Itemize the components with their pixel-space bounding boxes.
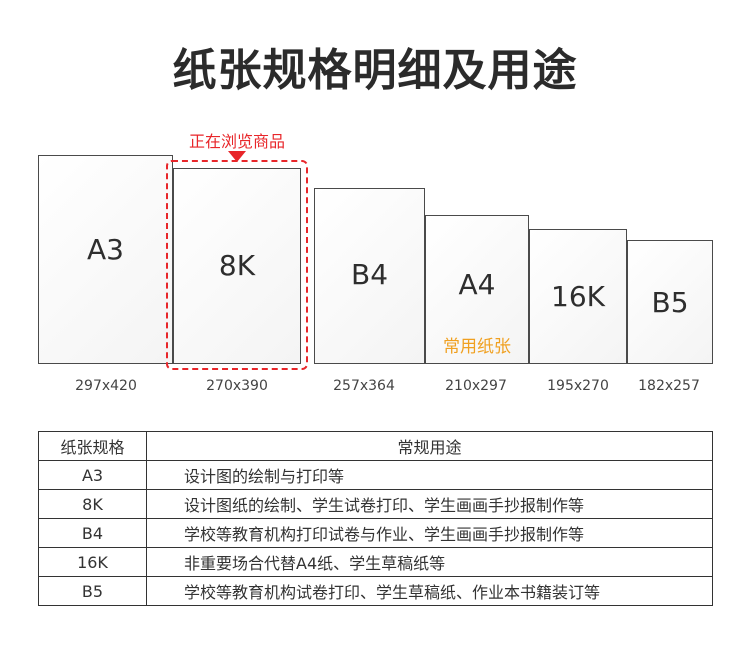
sheet-dims: 195x270 <box>547 378 609 394</box>
header-spec: 纸张规格 <box>38 431 147 461</box>
cell-spec: 16K <box>38 547 147 577</box>
sheet-label: B5 <box>651 285 689 319</box>
cell-spec: B5 <box>38 576 147 606</box>
sheet-dims: 297x420 <box>75 378 137 394</box>
sheet-a4: A4 常用纸张 <box>425 215 529 364</box>
sheet-16k: 16K <box>529 229 627 364</box>
sheet-b5: B5 <box>627 240 713 364</box>
cell-use: 学校等教育机构打印试卷与作业、学生画画手抄报制作等 <box>146 518 713 548</box>
sheet-dims: 182x257 <box>638 378 700 394</box>
cell-spec: B4 <box>38 518 147 548</box>
sheet-label: 8K <box>218 248 256 282</box>
sheet-b4: B4 <box>314 188 425 364</box>
sheet-8k: 8K <box>173 168 301 364</box>
table-row: 16K 非重要场合代替A4纸、学生草稿纸等 <box>38 547 713 577</box>
sheet-dims: 257x364 <box>333 378 395 394</box>
sheet-label: A3 <box>87 233 124 266</box>
table-row: 8K 设计图纸的绘制、学生试卷打印、学生画画手抄报制作等 <box>38 489 713 519</box>
cell-use: 非重要场合代替A4纸、学生草稿纸等 <box>146 547 713 577</box>
cell-use: 设计图纸的绘制、学生试卷打印、学生画画手抄报制作等 <box>146 489 713 519</box>
cell-spec: A3 <box>38 460 147 490</box>
page-title: 纸张规格明细及用途 <box>172 45 578 96</box>
sheet-label: B4 <box>350 257 389 291</box>
table-header-row: 纸张规格 常规用途 <box>38 431 713 461</box>
table-row: B5 学校等教育机构试卷打印、学生草稿纸、作业本书籍装订等 <box>38 576 713 606</box>
arrow-down-icon <box>228 151 246 162</box>
sheet-dims: 210x297 <box>445 378 507 394</box>
spec-table: 纸张规格 常规用途 A3 设计图的绘制与打印等 8K 设计图纸的绘制、学生试卷打… <box>38 431 713 606</box>
cell-use: 设计图的绘制与打印等 <box>146 460 713 490</box>
sheet-a3: A3 <box>38 155 173 364</box>
sheet-label: A4 <box>458 268 496 301</box>
header-use: 常规用途 <box>146 431 713 461</box>
sheet-label: 16K <box>551 280 605 313</box>
sheet-dims: 270x390 <box>206 378 268 394</box>
table-row: B4 学校等教育机构打印试卷与作业、学生画画手抄报制作等 <box>38 518 713 548</box>
cell-spec: 8K <box>38 489 147 519</box>
current-product-frame <box>166 160 308 370</box>
table-row: A3 设计图的绘制与打印等 <box>38 460 713 490</box>
cell-use: 学校等教育机构试卷打印、学生草稿纸、作业本书籍装订等 <box>146 576 713 606</box>
usage-tag: 常用纸张 <box>443 337 511 357</box>
browsing-label: 正在浏览商品 <box>188 132 285 151</box>
